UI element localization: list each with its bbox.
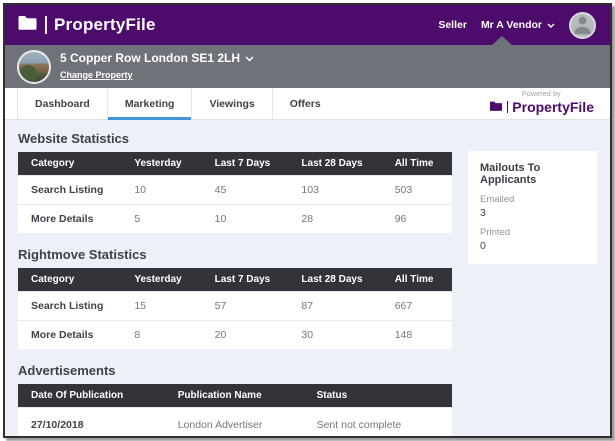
column-header: Last 28 Days [291, 268, 385, 292]
rightmove-statistics-table: Category Yesterday Last 7 Days Last 28 D… [18, 268, 452, 349]
tab-dashboard[interactable]: Dashboard [17, 88, 107, 119]
mailouts-emailed-value: 3 [480, 207, 486, 219]
table-header-row: Category Yesterday Last 7 Days Last 28 D… [18, 268, 452, 292]
column-header: Date Of Publication [18, 384, 168, 408]
column-header: Last 28 Days [291, 152, 385, 176]
column-header: Category [18, 268, 125, 292]
tab-viewings[interactable]: Viewings [191, 88, 271, 119]
seller-link[interactable]: Seller [438, 19, 467, 31]
property-photo[interactable] [17, 49, 51, 84]
website-statistics-table: Category Yesterday Last 7 Days Last 28 D… [18, 152, 452, 233]
column-header: All Time [384, 152, 452, 176]
column-header: Yesterday [124, 152, 205, 176]
powered-by-brand: PropertyFile [512, 99, 594, 115]
column-header: Category [18, 152, 125, 176]
user-name: Mr A Vendor [480, 19, 542, 31]
row-label: More Details [18, 320, 125, 349]
brand-name: PropertyFile [54, 15, 156, 34]
cell-value: 103 [291, 175, 385, 205]
table-header-row: Category Yesterday Last 7 Days Last 28 D… [18, 152, 452, 176]
table-row: Search Listing 10 45 103 503 [18, 175, 452, 205]
change-property-link[interactable]: Change Property [60, 69, 133, 80]
mailouts-printed-value: 0 [480, 240, 486, 252]
column-header: Last 7 Days [204, 268, 292, 292]
tab-marketing[interactable]: Marketing [106, 88, 192, 120]
cell-value: 45 [204, 175, 292, 205]
brand-separator [45, 16, 47, 34]
mailouts-title: Mailouts To Applicants [480, 162, 541, 186]
column-header: Yesterday [124, 268, 205, 292]
cell-value: 5 [124, 204, 205, 233]
section-title-rightmove-statistics: Rightmove Statistics [18, 247, 147, 262]
property-info: 5 Copper Row London SE1 2LH Change Prope… [60, 51, 254, 83]
avatar[interactable] [569, 11, 596, 39]
column-header: Publication Name [167, 384, 307, 408]
table-header-row: Date Of Publication Publication Name Sta… [18, 384, 452, 408]
chevron-down-icon [245, 51, 254, 65]
main-content: Website Statistics Category Yesterday La… [5, 120, 610, 436]
table-row: 27/10/2018 London Advertiser Sent not co… [18, 407, 452, 436]
row-label: Search Listing [18, 175, 125, 205]
column-header: Last 7 Days [204, 152, 292, 176]
row-label: Search Listing [18, 291, 125, 321]
table-row: More Details 8 20 30 148 [18, 320, 452, 349]
property-address: 5 Copper Row London SE1 2LH [60, 50, 241, 65]
advertisements-table: Date Of Publication Publication Name Sta… [18, 384, 452, 436]
cell-value: 15 [124, 291, 205, 321]
cell-value: London Advertiser [167, 407, 307, 436]
cell-value: 28 [291, 204, 385, 233]
seller-active-indicator [492, 36, 512, 45]
powered-by-separator [506, 101, 509, 113]
cell-value: Sent not complete [306, 407, 452, 436]
cell-value: 57 [204, 291, 292, 321]
table-row: Search Listing 15 57 87 667 [18, 291, 452, 321]
tab-offers[interactable]: Offers [271, 88, 338, 119]
powered-by-mark: PropertyFile [489, 98, 594, 116]
mailouts-emailed-label: Emailed [480, 194, 515, 205]
cell-value: 10 [124, 175, 205, 205]
section-title-advertisements: Advertisements [18, 363, 116, 378]
cell-value: 87 [291, 291, 385, 321]
column-header: Status [306, 384, 452, 408]
powered-by-caption: Powered by [521, 91, 561, 98]
column-header: All Time [384, 268, 452, 292]
chevron-down-icon [547, 19, 555, 31]
user-menu[interactable]: Mr A Vendor [481, 19, 555, 31]
tab-bar: Dashboard Marketing Viewings Offers Powe… [5, 88, 610, 120]
section-title-website-statistics: Website Statistics [18, 131, 130, 146]
property-bar: 5 Copper Row London SE1 2LH Change Prope… [5, 45, 610, 88]
folder-icon [17, 15, 38, 35]
cell-value: 20 [204, 320, 292, 349]
cell-value: 96 [384, 204, 452, 233]
cell-value: 503 [384, 175, 452, 205]
topbar-right: Seller Mr A Vendor [438, 11, 596, 39]
row-label: More Details [18, 204, 125, 233]
property-selector[interactable]: 5 Copper Row London SE1 2LH [60, 51, 254, 65]
powered-by-logo: Powered by PropertyFile [489, 88, 610, 119]
row-label: 27/10/2018 [18, 407, 168, 436]
top-header: PropertyFile Seller Mr A Vendor [5, 5, 610, 45]
folder-icon [489, 98, 503, 116]
cell-value: 10 [204, 204, 292, 233]
sidebar-column: Mailouts To Applicants Emailed 3 Printed… [468, 151, 597, 436]
statistics-column: Website Statistics Category Yesterday La… [18, 129, 452, 436]
brand-logo[interactable]: PropertyFile [17, 15, 156, 35]
mailouts-card: Mailouts To Applicants Emailed 3 Printed… [468, 151, 597, 264]
cell-value: 148 [384, 320, 452, 349]
cell-value: 667 [384, 291, 452, 321]
cell-value: 30 [291, 320, 385, 349]
table-row: More Details 5 10 28 96 [18, 204, 452, 233]
app-window: PropertyFile Seller Mr A Vendor [3, 3, 612, 438]
cell-value: 8 [124, 320, 205, 349]
mailouts-printed-label: Printed [480, 227, 511, 238]
